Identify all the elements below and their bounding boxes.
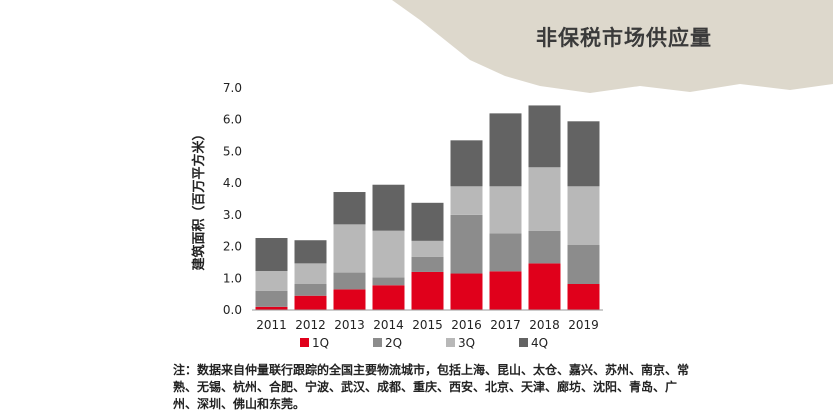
bar-3q-2014 <box>372 230 405 278</box>
bar-1q-2016 <box>450 273 483 310</box>
legend-swatch-3q <box>446 338 455 347</box>
bar-4q-2016 <box>450 140 483 187</box>
bar-4q-2017 <box>489 113 522 187</box>
x-tick-label: 2016 <box>451 318 482 332</box>
x-tick-label: 2018 <box>529 318 560 332</box>
legend-label-1q: 1Q <box>312 336 329 350</box>
paper-texture-banner <box>392 0 833 93</box>
legend-swatch-2q <box>373 338 382 347</box>
supply-chart: 0.0 1.0 2.0 3.0 4.0 5.0 6.0 7.0 建筑面积（百万平方米） 2011 2… <box>191 81 603 350</box>
bar-3q-2011 <box>255 270 288 291</box>
bar-4q-2011 <box>255 238 288 271</box>
x-tick-label: 2015 <box>412 318 443 332</box>
page-title: 非保税市场供应量 <box>536 26 712 50</box>
bar-3q-2018 <box>528 167 561 231</box>
x-tick-label: 2012 <box>295 318 326 332</box>
bar-2q-2011 <box>255 290 288 307</box>
bar-4q-2012 <box>294 240 327 264</box>
bar-2q-2017 <box>489 233 522 272</box>
y-tick-label: 5.0 <box>223 144 242 158</box>
x-tick-label: 2011 <box>256 318 287 332</box>
legend-swatch-1q <box>300 338 309 347</box>
legend-swatch-4q <box>519 338 528 347</box>
bar-4q-2013 <box>333 192 366 225</box>
bar-3q-2015 <box>411 240 444 257</box>
bar-4q-2019 <box>567 121 600 187</box>
bar-2q-2016 <box>450 214 483 274</box>
legend-label-2q: 2Q <box>385 336 402 350</box>
bar-1q-2013 <box>333 289 366 310</box>
bar-3q-2017 <box>489 186 522 234</box>
bar-1q-2017 <box>489 271 522 310</box>
bar-4q-2018 <box>528 105 561 168</box>
y-tick-label: 4.0 <box>223 176 242 190</box>
bar-2q-2019 <box>567 244 600 284</box>
y-tick-label: 7.0 <box>223 81 242 95</box>
header-banner <box>392 0 833 93</box>
y-tick-label: 3.0 <box>223 208 242 222</box>
bar-1q-2011 <box>255 306 288 310</box>
x-tick-label: 2017 <box>490 318 521 332</box>
bar-3q-2016 <box>450 186 483 215</box>
y-tick-label: 1.0 <box>223 271 242 285</box>
footnote: 注：数据来自仲量联行跟踪的全国主要物流城市，包括上海、昆山、太仓、嘉兴、苏州、南… <box>173 363 690 411</box>
bar-3q-2019 <box>567 186 600 245</box>
x-tick-label: 2013 <box>334 318 365 332</box>
y-axis-label: 建筑面积（百万平方米） <box>191 127 207 270</box>
x-tick-label: 2014 <box>373 318 404 332</box>
bar-2q-2012 <box>294 283 327 296</box>
bar-1q-2012 <box>294 295 327 310</box>
bar-4q-2015 <box>411 202 444 241</box>
bar-1q-2015 <box>411 271 444 310</box>
y-tick-label: 2.0 <box>223 240 242 254</box>
bar-3q-2013 <box>333 224 366 273</box>
y-tick-label: 6.0 <box>223 113 242 127</box>
bar-1q-2018 <box>528 263 561 310</box>
bar-2q-2018 <box>528 230 561 264</box>
bar-2q-2015 <box>411 256 444 272</box>
y-tick-label: 0.0 <box>223 303 242 317</box>
legend-label-4q: 4Q <box>531 336 548 350</box>
bar-1q-2019 <box>567 283 600 310</box>
bar-2q-2013 <box>333 272 366 290</box>
x-tick-label: 2019 <box>568 318 599 332</box>
bar-4q-2014 <box>372 184 405 231</box>
bar-3q-2012 <box>294 263 327 284</box>
bar-1q-2014 <box>372 285 405 310</box>
legend-label-3q: 3Q <box>458 336 475 350</box>
bar-2q-2014 <box>372 277 405 286</box>
